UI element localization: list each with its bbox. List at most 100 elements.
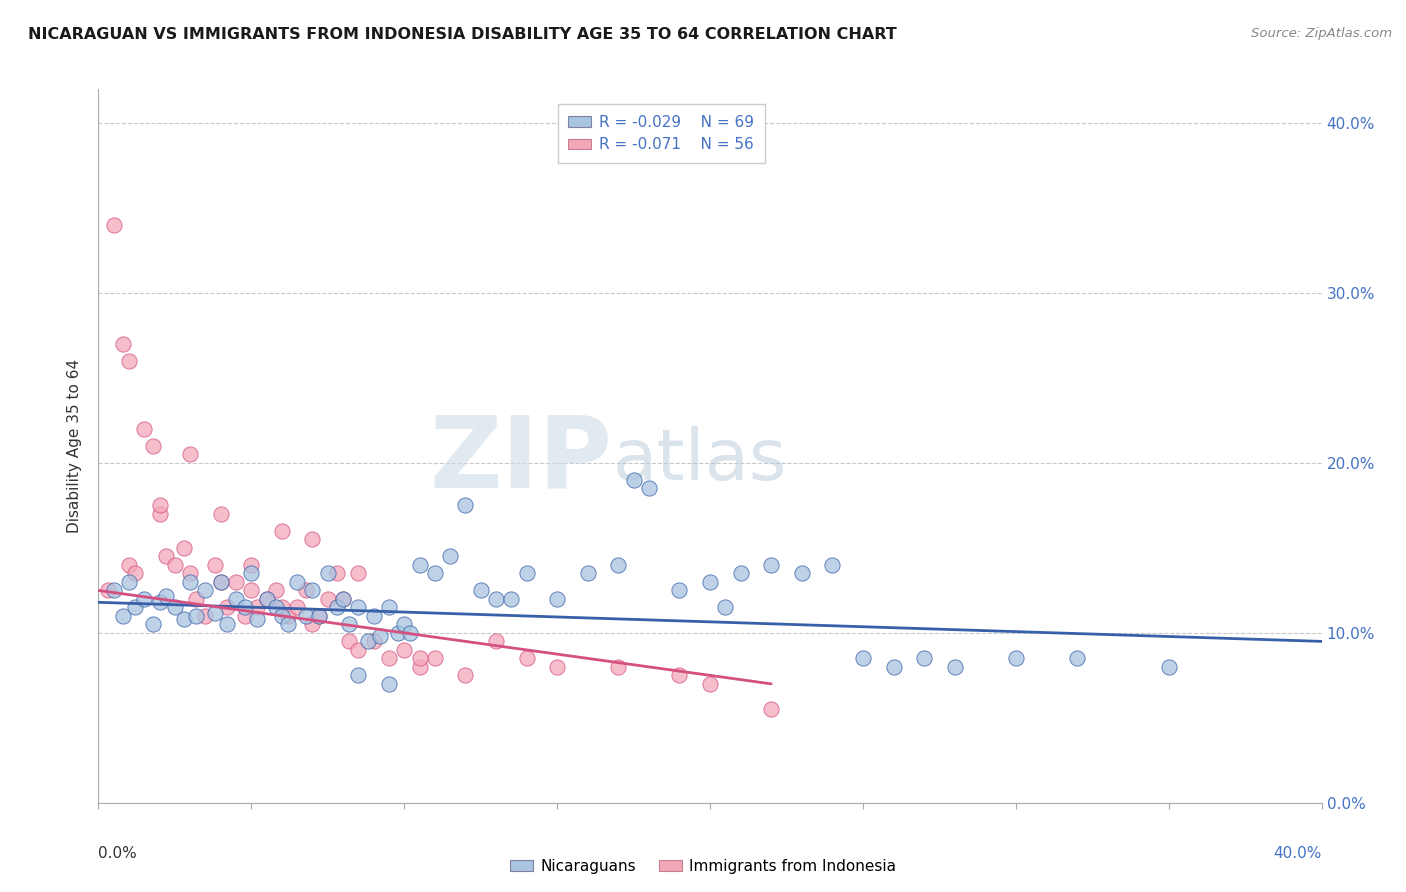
Point [163, 600, 186, 615]
Point [326, 600, 349, 615]
Point [209, 507, 232, 521]
Point [392, 643, 416, 657]
Point [485, 634, 508, 648]
Point [277, 608, 299, 623]
Point [454, 499, 477, 513]
Point [285, 600, 308, 615]
Text: 40.0%: 40.0% [1274, 846, 1322, 861]
Point [308, 608, 330, 623]
Point [576, 566, 599, 581]
Point [246, 600, 269, 615]
Point [408, 660, 430, 674]
Point [316, 591, 339, 606]
Point [546, 660, 568, 674]
Point [408, 651, 430, 665]
Point [363, 634, 385, 648]
Point [1004, 651, 1026, 665]
Point [730, 566, 752, 581]
Point [332, 591, 354, 606]
Point [204, 558, 226, 572]
Point [392, 617, 416, 632]
Point [668, 583, 690, 598]
Point [149, 507, 172, 521]
Point [699, 574, 721, 589]
Text: 0.0%: 0.0% [98, 846, 138, 861]
Point [516, 651, 538, 665]
Point [699, 677, 721, 691]
Point [155, 549, 177, 564]
Y-axis label: Disability Age 35 to 64: Disability Age 35 to 64 [67, 359, 83, 533]
Point [256, 591, 278, 606]
Point [124, 566, 146, 581]
Point [209, 574, 232, 589]
Point [308, 608, 330, 623]
Point [173, 612, 195, 626]
Point [277, 617, 299, 632]
Point [454, 668, 477, 682]
Point [240, 566, 263, 581]
Point [111, 608, 134, 623]
Point [225, 591, 247, 606]
Point [912, 651, 935, 665]
Point [821, 558, 844, 572]
Point [638, 482, 661, 496]
Legend: Nicaraguans, Immigrants from Indonesia: Nicaraguans, Immigrants from Indonesia [503, 853, 903, 880]
Point [607, 558, 630, 572]
Point [179, 574, 201, 589]
Point [118, 558, 141, 572]
Point [215, 600, 238, 615]
Point [501, 591, 523, 606]
Point [264, 583, 287, 598]
Point [285, 574, 308, 589]
Point [439, 549, 461, 564]
Point [883, 660, 905, 674]
Point [225, 574, 247, 589]
Point [943, 660, 966, 674]
Point [215, 617, 238, 632]
Point [399, 626, 422, 640]
Point [295, 583, 318, 598]
Point [423, 651, 446, 665]
Point [233, 600, 256, 615]
Point [607, 660, 630, 674]
Point [485, 591, 508, 606]
Point [347, 668, 370, 682]
Legend: R = -0.029    N = 69, R = -0.071    N = 56: R = -0.029 N = 69, R = -0.071 N = 56 [558, 104, 765, 163]
Text: ZIP: ZIP [429, 412, 612, 508]
Point [378, 651, 401, 665]
Point [163, 558, 186, 572]
Point [295, 608, 318, 623]
Point [516, 566, 538, 581]
Point [240, 558, 263, 572]
Point [337, 617, 360, 632]
Point [264, 600, 287, 615]
Point [142, 439, 165, 453]
Point [270, 608, 294, 623]
Point [347, 566, 370, 581]
Point [240, 583, 263, 598]
Point [142, 617, 165, 632]
Point [316, 566, 339, 581]
Point [470, 583, 492, 598]
Point [332, 591, 354, 606]
Point [194, 583, 217, 598]
Point [233, 608, 256, 623]
Text: NICARAGUAN VS IMMIGRANTS FROM INDONESIA DISABILITY AGE 35 TO 64 CORRELATION CHAR: NICARAGUAN VS IMMIGRANTS FROM INDONESIA … [28, 27, 897, 42]
Point [270, 524, 294, 538]
Point [337, 634, 360, 648]
Point [179, 566, 201, 581]
Point [761, 558, 783, 572]
Point [378, 600, 401, 615]
Point [714, 600, 737, 615]
Point [118, 354, 141, 368]
Point [356, 634, 378, 648]
Point [301, 533, 323, 547]
Point [326, 566, 349, 581]
Point [368, 629, 391, 643]
Point [408, 558, 430, 572]
Point [761, 702, 783, 716]
Point [423, 566, 446, 581]
Point [186, 591, 208, 606]
Point [149, 499, 172, 513]
Point [204, 606, 226, 620]
